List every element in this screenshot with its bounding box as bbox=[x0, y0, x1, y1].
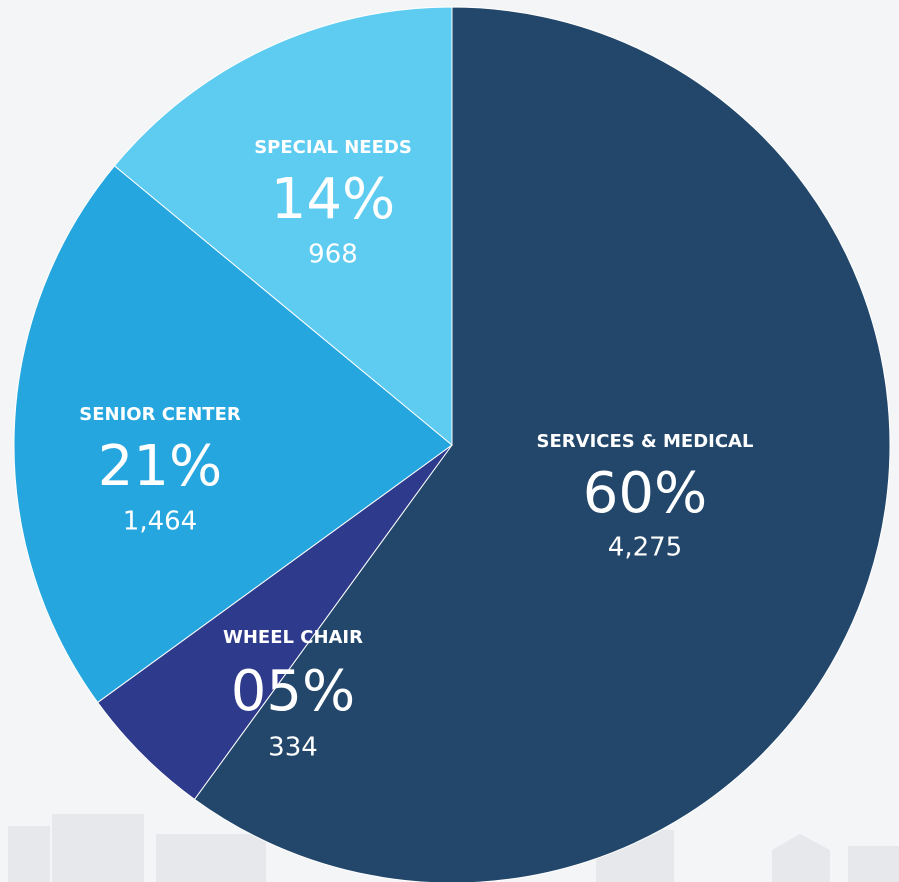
slice-count: 1,464 bbox=[123, 507, 197, 537]
slice-percent: 21% bbox=[98, 434, 222, 499]
slice-name: SENIOR CENTER bbox=[79, 404, 241, 425]
slice-name: WHEEL CHAIR bbox=[223, 627, 363, 648]
slice-count: 968 bbox=[308, 240, 358, 270]
slice-count: 334 bbox=[268, 733, 318, 763]
slice-percent: 14% bbox=[271, 167, 395, 232]
slice-name: SERVICES & MEDICAL bbox=[537, 431, 754, 452]
slice-name: SPECIAL NEEDS bbox=[254, 137, 412, 158]
slice-percent: 05% bbox=[231, 659, 355, 724]
slice-percent: 60% bbox=[583, 461, 707, 526]
slice-count: 4,275 bbox=[608, 533, 682, 563]
chart: SERVICES & MEDICAL 60% 4,275 WHEEL CHAIR 05%… bbox=[0, 0, 899, 882]
